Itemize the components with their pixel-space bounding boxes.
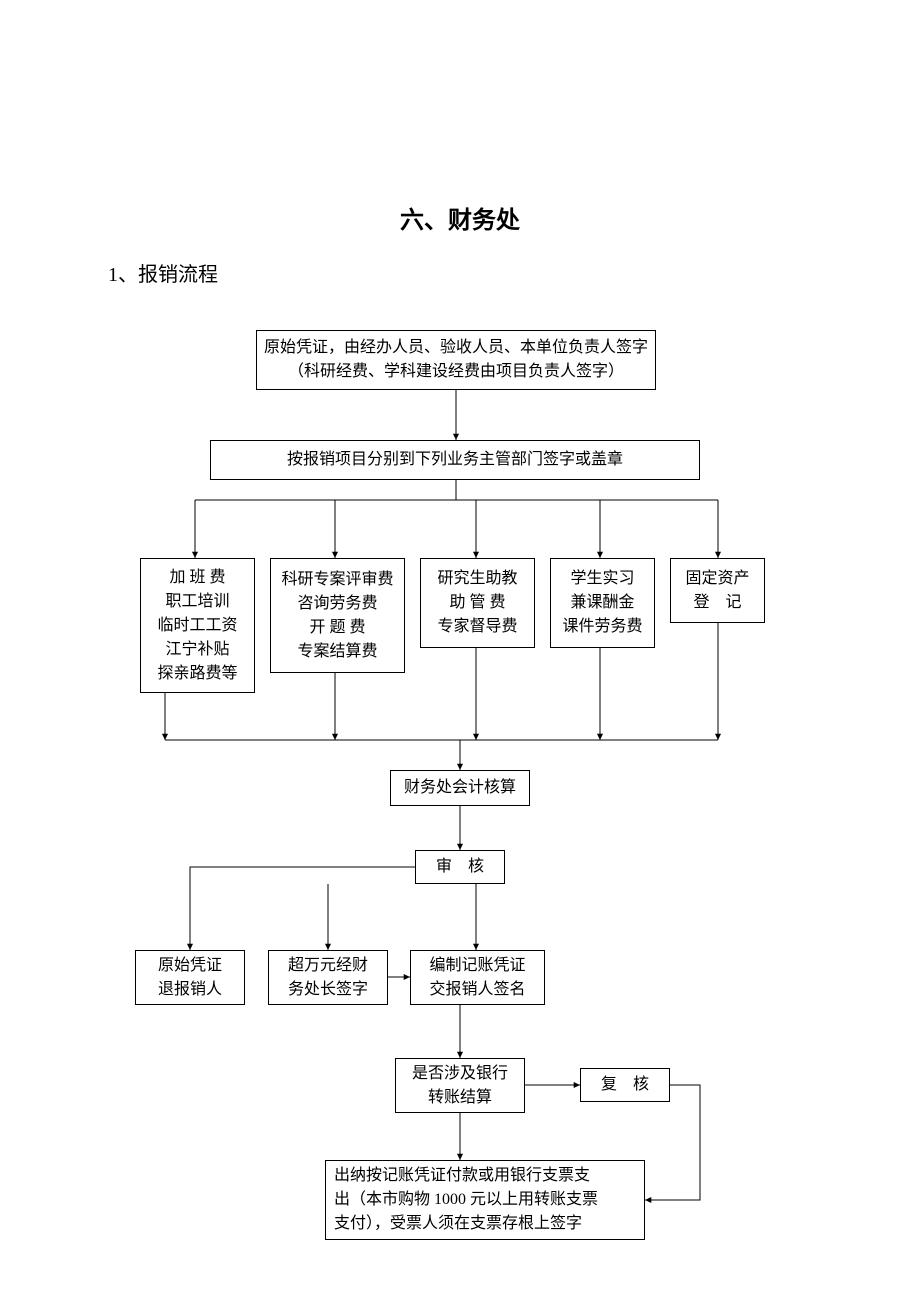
node-text: 兼课酬金 <box>570 591 634 615</box>
node-text: 学生实习 <box>570 567 634 591</box>
node-text: 科研专案评审费 <box>281 568 393 592</box>
node-text: 登 记 <box>693 591 741 615</box>
node-text: 原始凭证 <box>158 954 222 978</box>
node-text: （科研经费、学科建设经费由项目负责人签字） <box>288 360 624 384</box>
node-text: 转账结算 <box>428 1086 492 1110</box>
node-text: 专家督导费 <box>437 615 517 639</box>
flow-node-r2: 超万元经财务处长签字 <box>268 950 388 1005</box>
page-title: 六、财务处 <box>0 200 920 235</box>
flow-node-n3: 财务处会计核算 <box>390 770 530 806</box>
edge-23 <box>645 1085 700 1200</box>
node-text: 复 核 <box>601 1073 649 1097</box>
arrowhead-8 <box>162 734 168 740</box>
node-text: 按报销项目分别到下列业务主管部门签字或盖章 <box>287 448 623 472</box>
node-text: 是否涉及银行 <box>412 1062 508 1086</box>
section-subtitle: 1、报销流程 <box>108 258 218 287</box>
node-text: 职工培训 <box>165 590 229 614</box>
node-text: 专案结算费 <box>297 640 377 664</box>
node-text: 出（本市购物 1000 元以上用转账支票 <box>334 1188 598 1212</box>
node-text: 务处长签字 <box>288 978 368 1002</box>
node-text: 退报销人 <box>158 978 222 1002</box>
flow-node-r1: 原始凭证退报销人 <box>135 950 245 1005</box>
node-text: 研究生助教 <box>437 567 517 591</box>
node-text: 临时工工资 <box>157 614 237 638</box>
node-text: 支付），受票人须在支票存根上签字 <box>334 1212 582 1236</box>
arrowhead-12 <box>715 734 721 740</box>
flow-node-n7: 出纳按记账凭证付款或用银行支票支出（本市购物 1000 元以上用转账支票支付），… <box>325 1160 645 1240</box>
node-text: 原始凭证，由经办人员、验收人员、本单位负责人签字 <box>264 336 648 360</box>
flow-node-n5: 是否涉及银行转账结算 <box>395 1058 525 1113</box>
node-text: 咨询劳务费 <box>297 592 377 616</box>
flow-node-n6: 复 核 <box>580 1068 670 1102</box>
flowchart-page: 六、财务处 1、报销流程 原始凭证，由经办人员、验收人员、本单位负责人签字（科研… <box>0 0 920 1302</box>
node-text: 审 核 <box>436 855 484 879</box>
flow-node-b1: 加 班 费职工培训临时工工资江宁补贴探亲路费等 <box>140 558 255 693</box>
flow-node-r3: 编制记账凭证交报销人签名 <box>410 950 545 1005</box>
node-text: 超万元经财 <box>288 954 368 978</box>
node-text: 课件劳务费 <box>562 615 642 639</box>
flow-node-b5: 固定资产登 记 <box>670 558 765 623</box>
node-text: 财务处会计核算 <box>404 776 516 800</box>
flow-node-n1: 原始凭证，由经办人员、验收人员、本单位负责人签字（科研经费、学科建设经费由项目负… <box>256 330 656 390</box>
node-text: 编制记账凭证 <box>429 954 525 978</box>
node-text: 探亲路费等 <box>157 662 237 686</box>
node-text: 固定资产 <box>685 567 749 591</box>
node-text: 加 班 费 <box>169 566 225 590</box>
flow-node-b4: 学生实习兼课酬金课件劳务费 <box>550 558 655 648</box>
node-text: 助 管 费 <box>449 591 505 615</box>
flow-node-n4: 审 核 <box>415 850 505 884</box>
node-text: 交报销人签名 <box>429 978 525 1002</box>
arrowhead-11 <box>597 734 603 740</box>
arrowhead-23 <box>645 1197 651 1203</box>
flow-node-n2: 按报销项目分别到下列业务主管部门签字或盖章 <box>210 440 700 480</box>
node-text: 江宁补贴 <box>165 638 229 662</box>
edge-16 <box>190 867 415 950</box>
arrowhead-10 <box>473 734 479 740</box>
flow-node-b2: 科研专案评审费咨询劳务费开 题 费专案结算费 <box>270 558 405 673</box>
flow-node-b3: 研究生助教助 管 费专家督导费 <box>420 558 535 648</box>
arrowhead-9 <box>332 734 338 740</box>
node-text: 出纳按记账凭证付款或用银行支票支 <box>334 1164 590 1188</box>
node-text: 开 题 费 <box>309 616 365 640</box>
